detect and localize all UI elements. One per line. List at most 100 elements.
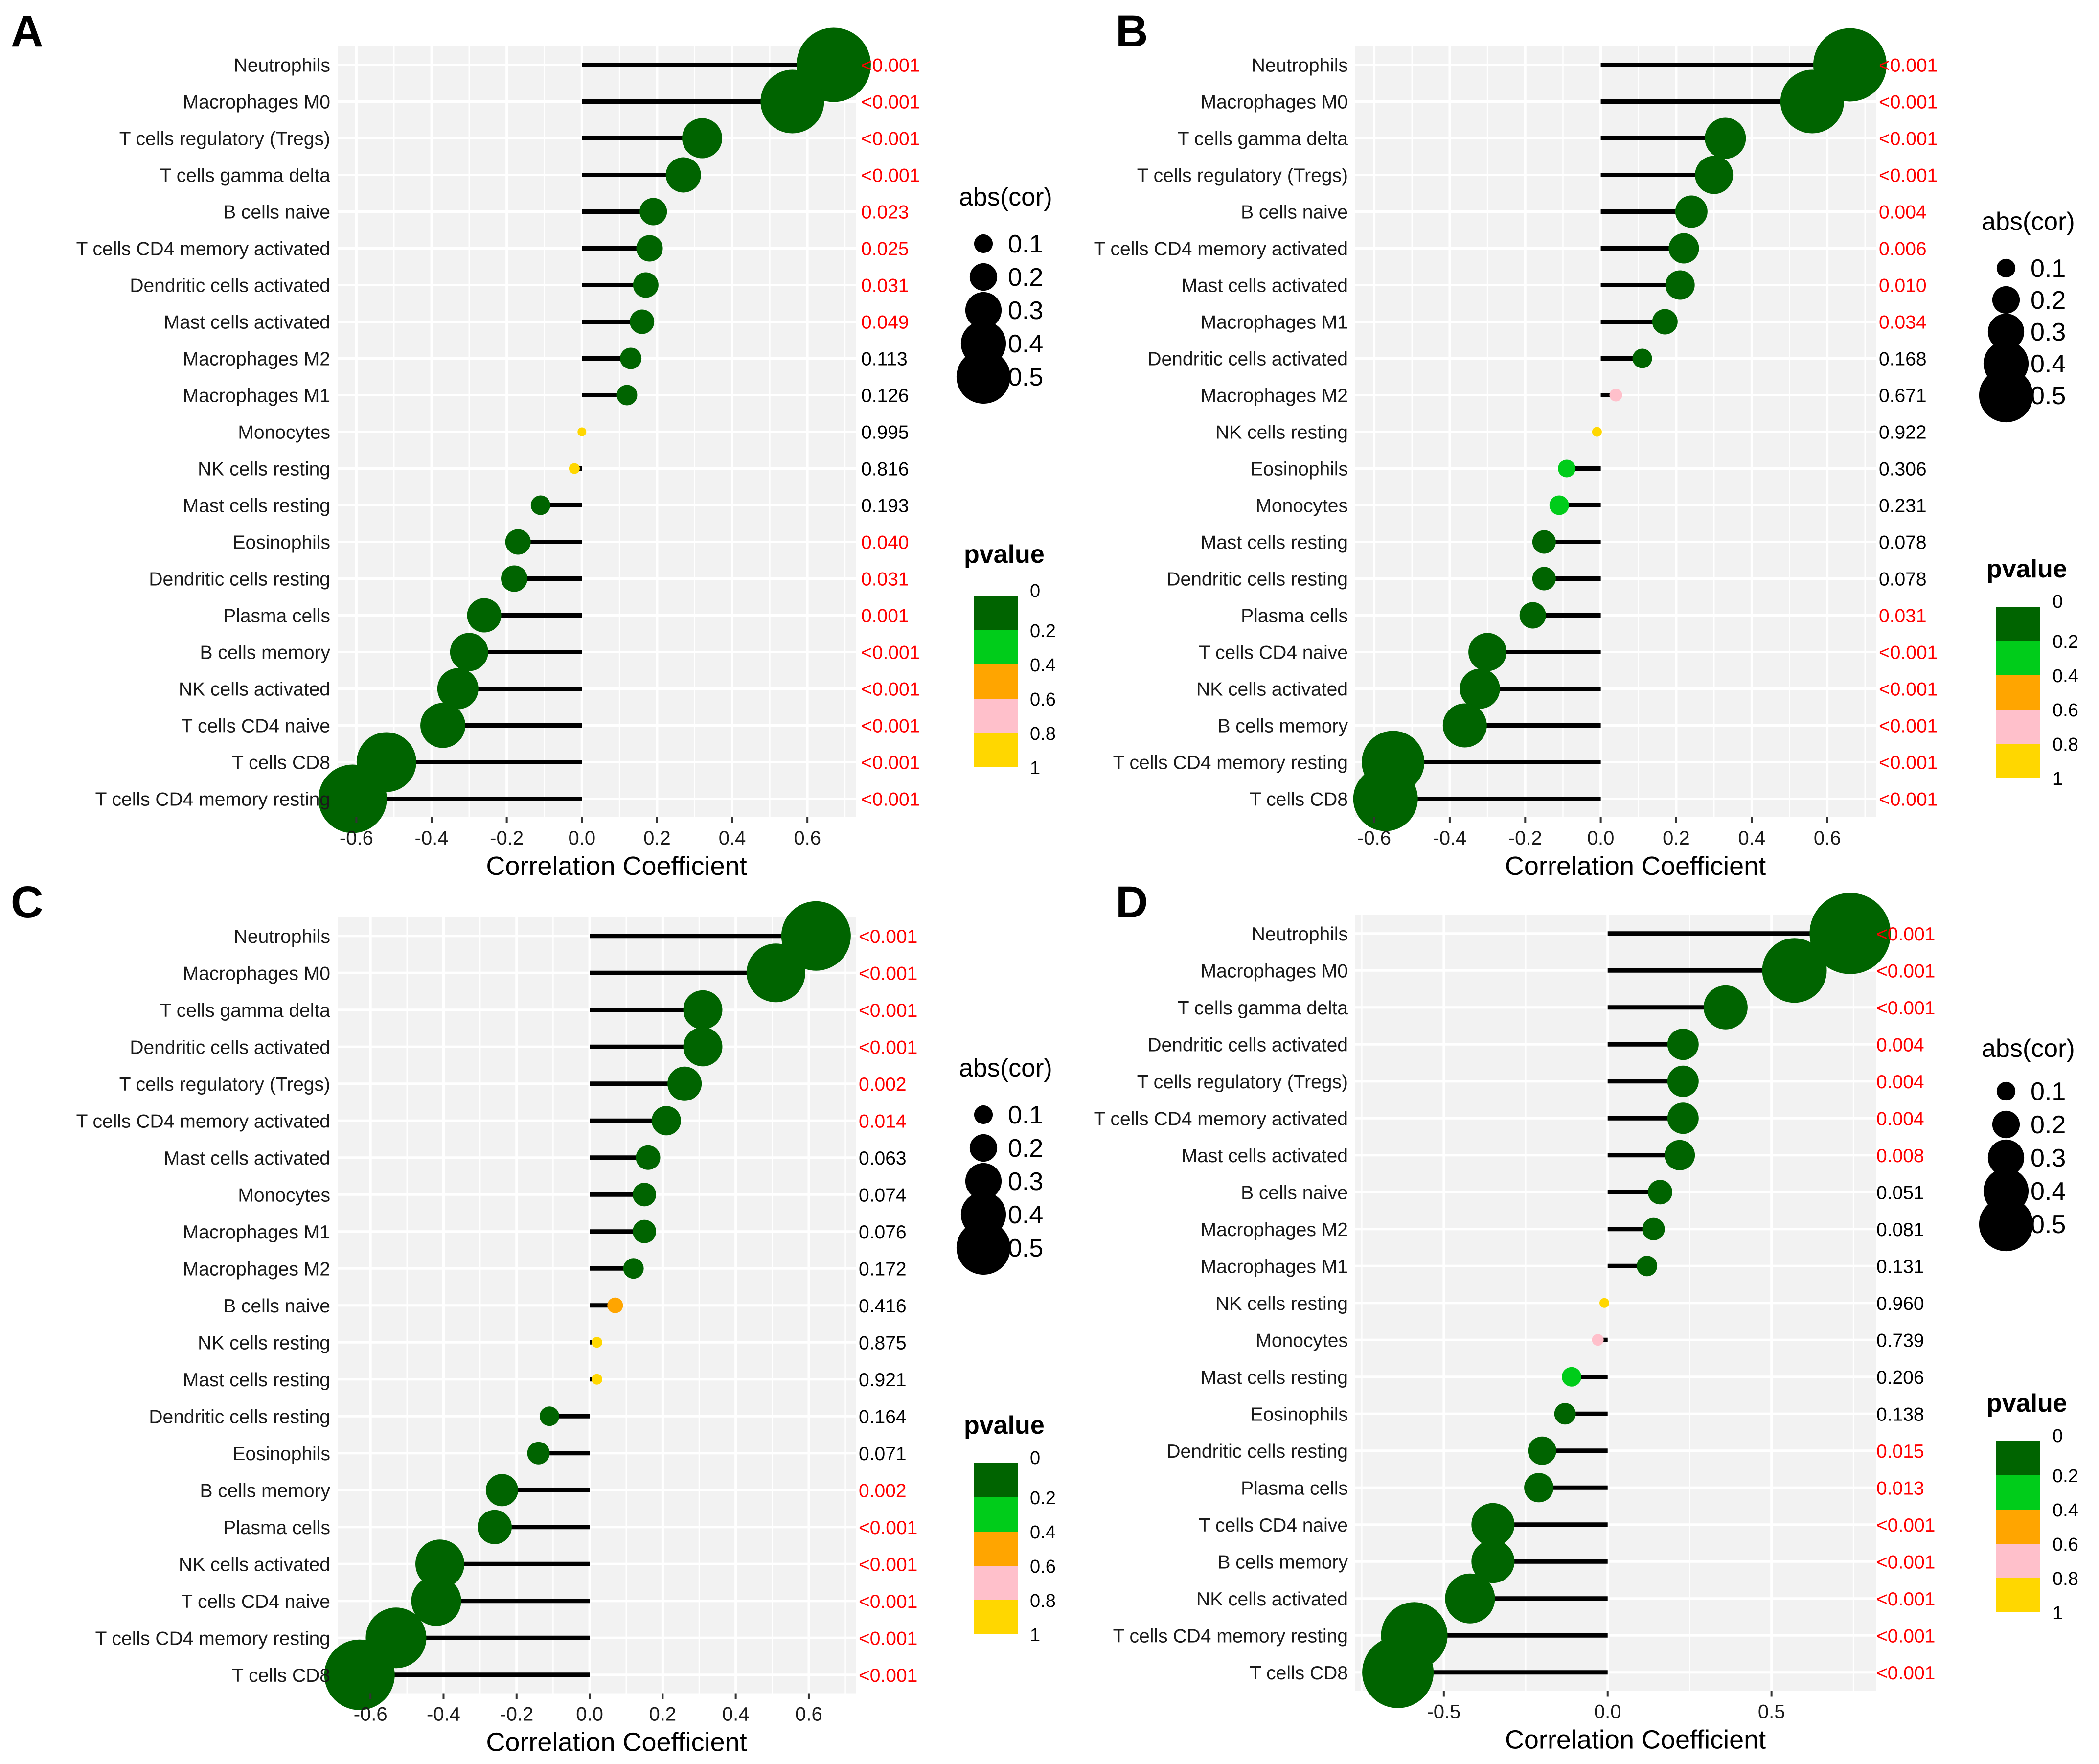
y-tick-label: Eosinophils [233,532,330,553]
size-legend-label: 0.4 [1008,1201,1043,1229]
size-legend-label: 0.5 [2031,1211,2066,1239]
point [1762,938,1827,1003]
y-tick-label: NK cells resting [198,1332,330,1353]
size-legend-title: abs(cor) [959,1054,1052,1082]
x-tick-label: 0.2 [649,1704,677,1725]
point [1562,1367,1582,1387]
point [665,157,701,193]
y-tick-label: Dendritic cells activated [130,1037,330,1058]
y-tick-label: Mast cells resting [1201,1367,1348,1388]
size-legend-key [1996,258,2016,278]
pvalue-label: <0.001 [859,963,917,984]
panel-letter: A [11,6,43,56]
y-tick-label: T cells CD4 naive [181,1591,330,1612]
y-tick-label: T cells CD8 [232,1665,330,1686]
x-tick-label: 0.4 [722,1704,750,1725]
pvalue-label: <0.001 [1879,642,1938,664]
x-tick-label: 0.0 [1587,827,1615,849]
pvalue-label: <0.001 [1876,1515,1935,1536]
point [1532,567,1556,591]
point [437,668,479,710]
y-tick-label: B cells naive [223,1296,330,1317]
size-legend-key [1979,1197,2033,1252]
point [1460,668,1500,709]
size-legend-label: 0.2 [1008,263,1043,292]
size-legend-title: abs(cor) [1982,207,2075,236]
size-legend-label: 0.4 [2031,1177,2066,1206]
point [1554,1403,1576,1425]
pvalue-legend-label: 0 [2053,592,2063,612]
x-tick-label: -0.2 [1508,827,1542,849]
point [1632,348,1652,368]
pvalue-label: 0.078 [1879,569,1927,590]
point [633,1219,657,1243]
y-tick-label: B cells memory [200,1480,330,1501]
pvalue-label: 0.002 [859,1074,907,1095]
point [1599,1298,1610,1308]
x-tick-label: -0.4 [1433,827,1466,849]
point [623,1258,644,1279]
pvalue-label: 0.206 [1876,1367,1924,1388]
x-tick-label: -0.5 [1427,1701,1460,1723]
y-tick-label: Eosinophils [1251,1404,1348,1425]
y-tick-label: Neutrophils [1252,924,1348,945]
pvalue-label: 0.816 [861,459,909,480]
pvalue-label: 0.921 [859,1370,907,1391]
x-tick-label: -0.4 [427,1704,460,1725]
size-legend-label: 0.2 [2031,286,2066,315]
pvalue-legend-title: pvalue [964,540,1045,569]
y-tick-label: Macrophages M1 [183,386,330,407]
size-legend-key [956,349,1011,404]
size-legend-key [1992,286,2020,314]
y-tick-label: Mast cells activated [164,312,330,333]
size-legend-key [1987,313,2025,350]
pvalue-legend-label: 0.2 [1030,621,1056,641]
y-tick-label: Monocytes [1255,496,1348,517]
pvalue-legend-swatch [974,733,1018,767]
point [639,198,667,226]
point [1652,309,1678,335]
point [683,990,723,1030]
pvalue-legend-label: 0.4 [1030,655,1056,676]
y-tick-label: T cells CD4 naive [1199,1515,1348,1536]
size-legend-key [1979,368,2033,423]
pvalue-legend-label: 1 [2053,1603,2063,1624]
pvalue-legend-label: 0.6 [2053,700,2078,721]
y-tick-label: T cells CD4 memory resting [95,789,330,810]
pvalue-label: 0.071 [859,1443,907,1465]
pvalue-label: <0.001 [1879,129,1938,150]
y-tick-label: T cells CD4 memory activated [76,239,330,260]
pvalue-legend-swatch [974,664,1018,699]
pvalue-label: <0.001 [1879,716,1938,737]
y-tick-label: B cells naive [1241,1182,1348,1203]
point [1703,985,1748,1030]
point [633,1183,657,1207]
point [411,1576,461,1626]
y-tick-label: Mast cells resting [183,1370,330,1391]
y-tick-label: NK cells resting [198,459,330,480]
pvalue-legend-label: 0.8 [2053,1569,2078,1589]
size-legend-label: 0.5 [1008,1234,1043,1262]
pvalue-label: <0.001 [1879,789,1938,810]
size-legend-label: 0.3 [1008,297,1043,325]
y-tick-label: Macrophages M0 [1201,961,1348,982]
y-tick-label: Neutrophils [1252,55,1348,76]
point [1362,1636,1434,1708]
pvalue-label: 0.193 [861,496,909,517]
x-tick-label: 0.5 [1758,1701,1785,1723]
y-tick-label: B cells memory [1217,716,1348,737]
point [530,495,550,515]
pvalue-label: <0.001 [1876,1589,1935,1610]
y-tick-label: T cells CD4 naive [181,716,330,737]
point [1647,1180,1672,1205]
size-legend-key [1996,1081,2016,1101]
size-legend-label: 0.1 [1008,1101,1043,1129]
x-axis-title: Correlation Coefficient [486,851,747,881]
point [1519,602,1546,629]
point [1642,1217,1665,1240]
y-tick-label: Monocytes [238,1185,330,1206]
y-tick-label: Macrophages M1 [1201,1256,1348,1277]
pvalue-label: <0.001 [1876,1626,1935,1647]
y-tick-label: Dendritic cells activated [1147,349,1348,370]
point [1667,1102,1699,1134]
